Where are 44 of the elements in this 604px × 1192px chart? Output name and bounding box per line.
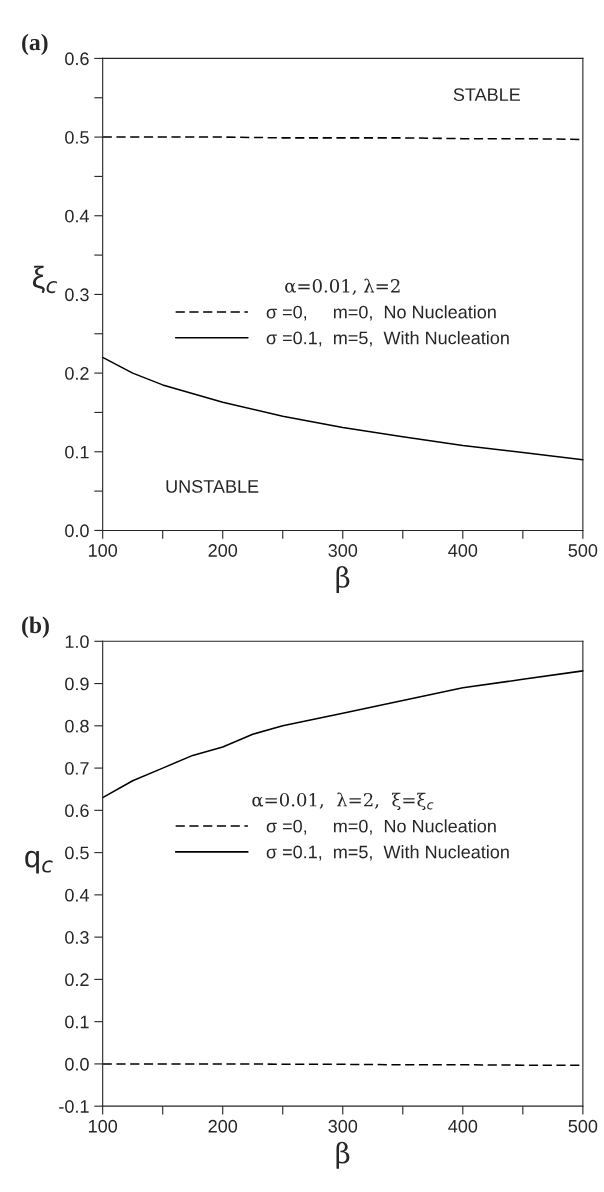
y-tick-label: -0.1 <box>59 1100 89 1113</box>
y-tick-label: 0.1 <box>65 1015 89 1029</box>
y-tick-label: 0.6 <box>65 52 89 66</box>
x-tick-label: 400 <box>448 544 478 557</box>
y-axis-title: ξ$_{c}$ <box>32 265 58 294</box>
y-tick-label: 0.1 <box>65 445 89 459</box>
legend-label: σ =0.1, m=5, With Nucleation <box>266 331 509 347</box>
y-tick-label: 0.9 <box>65 677 89 691</box>
y-tick-label: 0.6 <box>65 804 89 818</box>
x-tick-label: 300 <box>328 1119 358 1133</box>
x-tick-label: 100 <box>89 544 118 557</box>
x-tick-label: 500 <box>568 544 598 557</box>
x-tick-label: 200 <box>208 544 238 557</box>
x-axis-title: β <box>336 1141 350 1169</box>
line-series <box>101 356 584 461</box>
x-tick-label: 300 <box>328 544 358 557</box>
annotation: UNSTABLE <box>166 480 259 493</box>
y-tick-label: 0.4 <box>65 209 89 223</box>
y-tick-label: 0.7 <box>65 762 89 775</box>
y-tick-label: 0.0 <box>65 1057 89 1071</box>
y-axis-title: q$_{c}$ <box>25 850 53 874</box>
y-tick-label: 0.2 <box>65 367 89 380</box>
x-tick-label: 100 <box>89 1119 118 1133</box>
annotation: STABLE <box>453 88 520 102</box>
y-tick-label: 0.2 <box>65 973 89 987</box>
chart-title: (a) <box>22 33 48 56</box>
x-tick-label: 200 <box>208 1119 238 1133</box>
legend-label: σ =0, m=0, No Nucleation <box>266 305 496 321</box>
y-tick-label: 0.5 <box>65 131 89 144</box>
y-tick-label: 0.3 <box>65 288 89 302</box>
y-tick-label: 0.0 <box>65 524 89 538</box>
x-tick-label: 500 <box>568 1119 598 1133</box>
y-tick-label: 0.5 <box>65 846 89 860</box>
x-axis-title: β <box>336 566 350 594</box>
y-tick-label: 0.4 <box>65 888 89 902</box>
chart-title: (b) <box>22 616 49 638</box>
legend-label: σ =0, m=0, No Nucleation <box>266 819 496 835</box>
x-tick-label: 400 <box>448 1119 478 1133</box>
y-tick-label: 0.8 <box>65 719 89 733</box>
legend-title: α=0.01, λ=2, ξ=ξ$_{c}$ <box>252 792 434 811</box>
legend-title: α=0.01, λ=2 <box>285 278 400 295</box>
y-tick-label: 1.0 <box>65 635 89 649</box>
y-tick-label: 0.3 <box>65 931 89 944</box>
legend-label: σ =0.1, m=5, With Nucleation <box>266 845 509 861</box>
